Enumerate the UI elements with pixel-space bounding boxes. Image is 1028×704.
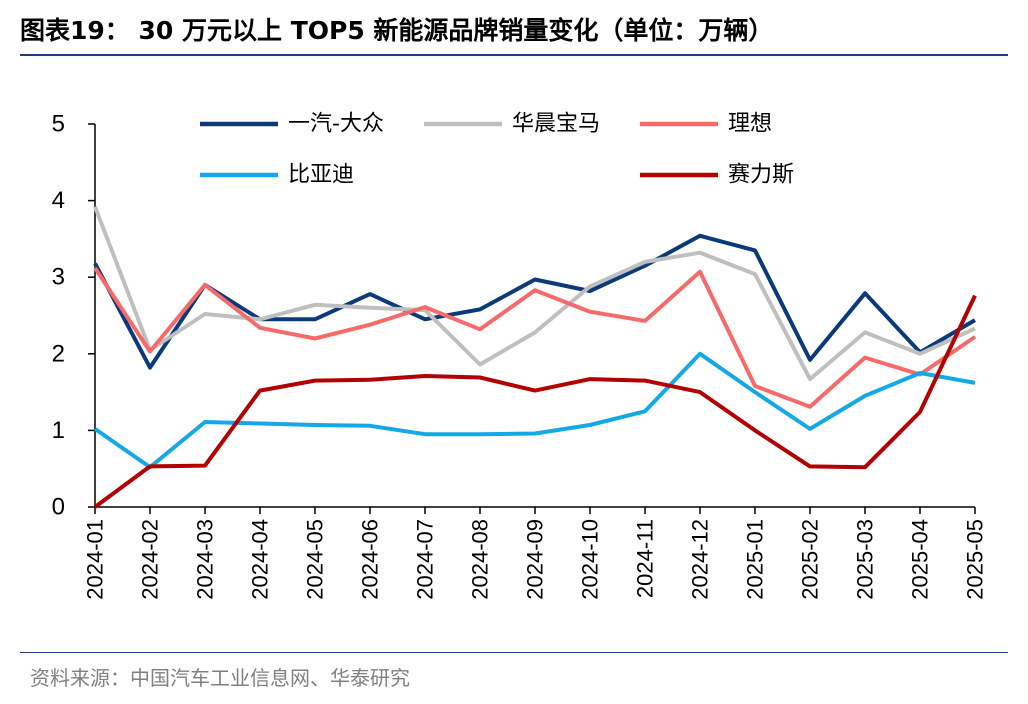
legend-label: 一汽-大众 [288, 112, 384, 137]
x-tick-label: 2025-02 [798, 519, 823, 600]
x-tick-label: 2024-07 [413, 519, 438, 600]
x-tick-label: 2024-09 [523, 519, 548, 600]
series-line [93, 266, 977, 409]
legend-label: 赛力斯 [728, 163, 794, 188]
x-tick-label: 2025-05 [963, 519, 988, 600]
chart-title-bar: 图表19： 30 万元以上 TOP5 新能源品牌销量变化（单位：万辆） [20, 10, 1008, 52]
x-tick-label: 2024-11 [633, 519, 658, 598]
legend-label: 理想 [728, 112, 772, 137]
y-tick-label: 1 [52, 417, 65, 444]
y-tick-label: 5 [52, 111, 65, 138]
legend-label: 比亚迪 [288, 163, 354, 188]
legend-label: 华晨宝马 [512, 112, 600, 137]
x-tick-label: 2025-01 [743, 519, 768, 600]
x-tick-label: 2024-01 [83, 519, 108, 600]
series-line [93, 205, 976, 382]
title-divider [20, 54, 1008, 56]
series-line [93, 294, 977, 509]
footer-divider [20, 652, 1008, 653]
x-tick-label: 2024-12 [688, 519, 713, 600]
x-tick-label: 2024-08 [468, 519, 493, 600]
x-tick-label: 2024-05 [303, 519, 328, 600]
x-tick-label: 2024-06 [358, 519, 383, 600]
x-tick-label: 2024-02 [138, 519, 163, 600]
x-tick-label: 2024-10 [578, 519, 603, 600]
x-tick-label: 2024-04 [248, 519, 273, 600]
x-tick-label: 2025-03 [853, 519, 878, 600]
y-tick-label: 4 [52, 187, 65, 214]
x-tick-label: 2024-03 [193, 519, 218, 600]
y-tick-label: 2 [52, 340, 65, 367]
x-tick-label: 2025-04 [908, 519, 933, 600]
y-tick-label: 3 [52, 264, 65, 291]
series-line [93, 233, 977, 370]
source-note: 资料来源：中国汽车工业信息网、华泰研究 [30, 666, 410, 690]
series-line [93, 351, 976, 470]
y-tick-label: 0 [52, 494, 65, 521]
chart-title: 图表19： 30 万元以上 TOP5 新能源品牌销量变化（单位：万辆） [20, 16, 774, 45]
